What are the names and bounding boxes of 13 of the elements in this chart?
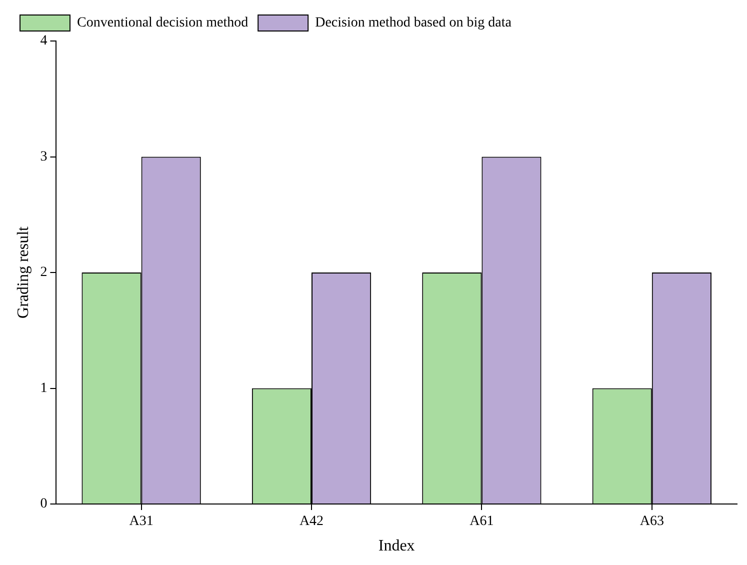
y-axis-title: Grading result (14, 226, 32, 318)
x-tick-label: A61 (470, 514, 494, 530)
x-axis-title: Index (378, 538, 415, 555)
y-tick-label: 3 (40, 149, 48, 164)
legend-label: Conventional decision method (77, 16, 248, 31)
y-tick-label: 1 (40, 380, 48, 396)
y-tick-label: 0 (40, 496, 48, 512)
x-tick-label: A31 (129, 514, 154, 530)
x-tick-label: A63 (640, 514, 664, 530)
y-tick-label: 2 (40, 265, 48, 280)
legend-label: Decision method based on big data (315, 16, 512, 31)
y-tick-label: 4 (40, 34, 48, 49)
x-tick-label: A42 (299, 514, 324, 530)
